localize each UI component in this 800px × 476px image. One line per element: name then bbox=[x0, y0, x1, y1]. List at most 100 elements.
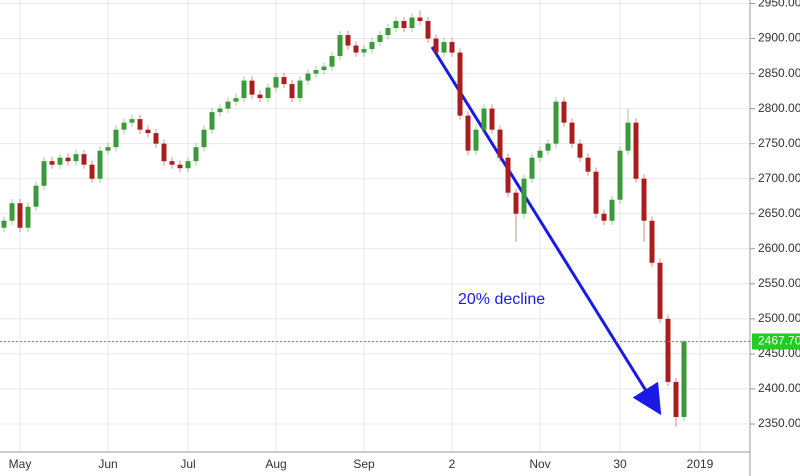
candle-body bbox=[257, 94, 263, 99]
candle-body bbox=[585, 157, 591, 172]
candle-body bbox=[265, 87, 271, 99]
y-tick-label: 2450.00 bbox=[758, 346, 800, 360]
candle-body bbox=[49, 161, 55, 165]
y-tick-label: 2900.00 bbox=[758, 31, 800, 45]
candle-body bbox=[353, 45, 359, 53]
candle-body bbox=[41, 161, 47, 186]
candle-body bbox=[241, 80, 247, 99]
price-tag bbox=[752, 333, 800, 350]
candle-body bbox=[553, 101, 559, 144]
candle-body bbox=[449, 42, 455, 53]
candle-body bbox=[73, 154, 79, 162]
candle-body bbox=[561, 101, 567, 123]
candle-body bbox=[89, 164, 95, 179]
price-tag-label: 2467.70 bbox=[758, 334, 800, 348]
candle-body bbox=[97, 150, 103, 179]
annotation: 20% decline bbox=[458, 291, 545, 308]
candle-body bbox=[369, 42, 375, 50]
candle-body bbox=[521, 178, 527, 214]
candle-body bbox=[313, 70, 319, 74]
y-tick-label: 2800.00 bbox=[758, 101, 800, 115]
candle-body bbox=[601, 213, 607, 221]
candle-body bbox=[281, 77, 287, 85]
candle-body bbox=[9, 203, 15, 221]
candle-body bbox=[433, 38, 439, 53]
candle-body bbox=[137, 119, 143, 130]
candle-body bbox=[657, 262, 663, 319]
y-tick-label: 2650.00 bbox=[758, 206, 800, 220]
candle-body bbox=[169, 161, 175, 165]
y-tick-label: 2500.00 bbox=[758, 311, 800, 325]
candle-body bbox=[33, 185, 39, 207]
x-tick-label: 2019 bbox=[687, 457, 714, 471]
candle-body bbox=[25, 206, 31, 228]
candle-body bbox=[121, 122, 127, 130]
y-tick-label: 2400.00 bbox=[758, 381, 800, 395]
candle-body bbox=[233, 98, 239, 102]
candle-body bbox=[681, 341, 687, 417]
candle-body bbox=[337, 35, 343, 57]
candle-body bbox=[537, 150, 543, 158]
candle-body bbox=[305, 73, 311, 81]
y-tick-label: 2700.00 bbox=[758, 171, 800, 185]
candle-body bbox=[1, 220, 7, 228]
candle-body bbox=[385, 28, 391, 36]
candle-body bbox=[185, 161, 191, 169]
candle-body bbox=[393, 21, 399, 29]
candle-body bbox=[513, 192, 519, 214]
candle-body bbox=[65, 157, 71, 162]
candle-body bbox=[177, 164, 183, 169]
candle-body bbox=[17, 203, 23, 228]
x-tick-label: Nov bbox=[529, 457, 550, 471]
candle-body bbox=[489, 108, 495, 130]
candle-body bbox=[289, 84, 295, 99]
candle-body bbox=[625, 122, 631, 151]
y-tick-label: 2550.00 bbox=[758, 276, 800, 290]
candle-body bbox=[401, 21, 407, 29]
candle-body bbox=[81, 154, 87, 165]
candle-body bbox=[633, 122, 639, 179]
candle-body bbox=[377, 35, 383, 43]
candle-body bbox=[113, 129, 119, 148]
candle-body bbox=[321, 66, 327, 71]
candle-body bbox=[577, 143, 583, 158]
candle-body bbox=[609, 199, 615, 221]
x-tick-label: Jun bbox=[98, 457, 117, 471]
candle-body bbox=[329, 56, 335, 67]
candle-body bbox=[497, 129, 503, 158]
y-tick-label: 2600.00 bbox=[758, 241, 800, 255]
candle-body bbox=[217, 108, 223, 113]
y-tick-label: 2950.00 bbox=[758, 0, 800, 10]
x-tick-label: May bbox=[9, 457, 32, 471]
candle-body bbox=[441, 42, 447, 53]
candle-body bbox=[225, 101, 231, 109]
x-tick-label: 2 bbox=[449, 457, 456, 471]
candle-body bbox=[617, 150, 623, 200]
candle-body bbox=[545, 143, 551, 151]
x-tick-label: Sep bbox=[353, 457, 375, 471]
candle-body bbox=[649, 220, 655, 263]
candle-body bbox=[193, 147, 199, 162]
candle-body bbox=[641, 178, 647, 221]
candle-body bbox=[425, 21, 431, 39]
candle-body bbox=[481, 108, 487, 130]
candle-body bbox=[209, 112, 215, 130]
y-tick-label: 2750.00 bbox=[758, 136, 800, 150]
candle-body bbox=[529, 157, 535, 179]
candle-body bbox=[273, 77, 279, 88]
candle-body bbox=[569, 122, 575, 144]
candle-body bbox=[505, 157, 511, 193]
decline-arrow bbox=[430, 46, 662, 416]
candle-body bbox=[473, 129, 479, 151]
x-tick-label: Jul bbox=[180, 457, 195, 471]
candle-body bbox=[297, 80, 303, 99]
candle-body bbox=[409, 17, 415, 29]
y-tick-label: 2350.00 bbox=[758, 416, 800, 430]
x-tick-label: 30 bbox=[613, 457, 627, 471]
candle-body bbox=[345, 35, 351, 46]
candle-body bbox=[105, 147, 111, 151]
candle-body bbox=[361, 49, 367, 53]
y-tick-label: 2850.00 bbox=[758, 66, 800, 80]
candle-body bbox=[665, 318, 671, 382]
